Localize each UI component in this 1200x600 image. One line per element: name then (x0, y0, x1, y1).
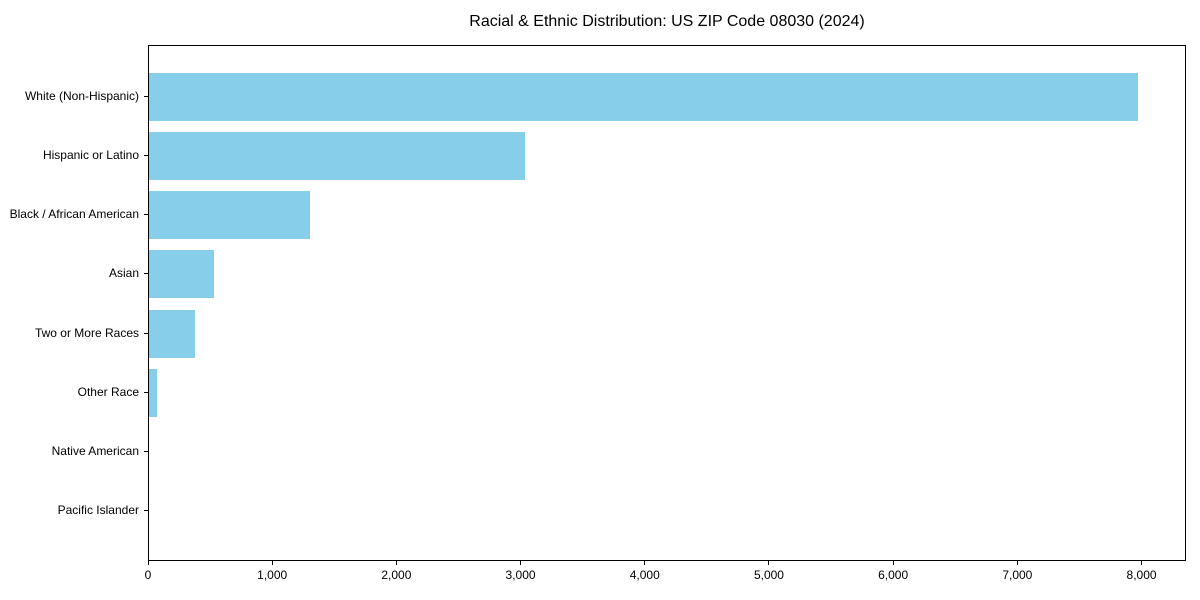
y-tick (144, 214, 148, 216)
y-tick-label: Two or More Races (34, 325, 139, 340)
x-tick-label: 8,000 (1126, 568, 1157, 582)
y-tick-label: White (Non-Hispanic) (24, 89, 139, 103)
x-tick-label: 0 (144, 568, 152, 582)
y-tick-label: Hispanic or Latino (42, 148, 139, 163)
x-tick-label: 1,000 (257, 568, 288, 582)
x-tick-label: 2,000 (381, 568, 412, 582)
bar (149, 73, 1138, 121)
y-tick (144, 332, 148, 334)
bar (149, 250, 214, 299)
plot-area (148, 45, 1186, 561)
y-tick (144, 391, 148, 393)
x-tick-label: 5,000 (753, 568, 784, 582)
y-tick (144, 273, 148, 275)
x-tick (892, 561, 894, 565)
x-tick (520, 561, 522, 565)
x-tick (271, 561, 273, 565)
y-tick (144, 510, 148, 511)
bar (149, 309, 195, 358)
x-tick (1016, 561, 1018, 565)
bar (149, 132, 526, 181)
bar (149, 191, 311, 240)
x-tick-label: 6,000 (878, 568, 909, 582)
x-tick (644, 561, 646, 565)
x-tick (395, 561, 397, 565)
x-tick-label: 3,000 (505, 568, 536, 582)
y-tick-label: Black / African American (9, 207, 139, 222)
x-tick-label: 4,000 (629, 568, 660, 582)
y-tick-label: Asian (108, 266, 139, 281)
y-tick (144, 155, 148, 157)
bar (149, 368, 158, 417)
x-tick (1141, 561, 1143, 565)
y-tick-label: Pacific Islander (57, 503, 139, 517)
x-tick (768, 561, 770, 565)
x-tick-label: 7,000 (1002, 568, 1033, 582)
y-tick-label: Other Race (77, 384, 139, 399)
y-tick (144, 450, 148, 452)
y-tick-label: Native American (51, 443, 139, 458)
y-tick (144, 96, 148, 97)
chart-title: Racial & Ethnic Distribution: US ZIP Cod… (469, 13, 865, 30)
x-tick (147, 561, 149, 565)
